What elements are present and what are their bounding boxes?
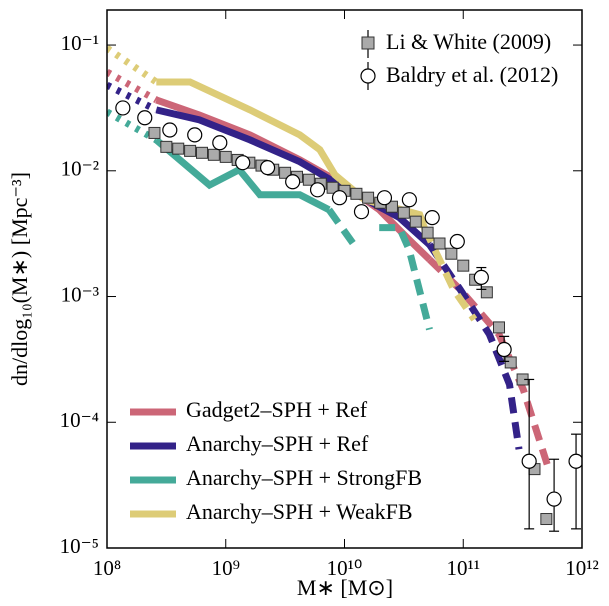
x-tick-label: 10⁸ — [93, 556, 121, 580]
data-square — [207, 148, 220, 161]
data-square — [362, 191, 375, 204]
data-square — [421, 226, 434, 239]
legend-label: Li & White (2009) — [386, 29, 551, 54]
line-dotted — [107, 81, 158, 114]
legend-circle — [360, 68, 376, 84]
data-circle — [235, 155, 251, 171]
data-circle — [162, 122, 178, 138]
x-tick-label: 10¹¹ — [446, 556, 480, 580]
legend-label: Anarchy–SPH + WeakFB — [186, 499, 413, 524]
data-square — [409, 215, 422, 228]
data-square — [172, 142, 185, 155]
legend-label: Baldry et al. (2012) — [386, 62, 558, 87]
data-square — [540, 513, 553, 526]
data-square — [385, 200, 398, 213]
y-tick-label: 10⁻⁵ — [60, 534, 99, 558]
line-dashed — [421, 226, 478, 322]
data-square — [350, 187, 363, 200]
data-circle — [353, 204, 370, 220]
y-tick-label: 10⁻⁴ — [60, 408, 99, 432]
y-tick-label: 10⁻¹ — [61, 31, 99, 55]
y-tick-label: 10⁻² — [61, 157, 99, 181]
data-circle — [309, 182, 326, 198]
data-square — [457, 259, 470, 272]
legend-label: Gadget2–SPH + Ref — [186, 397, 368, 422]
data-circle — [331, 190, 348, 206]
x-tick-label: 10¹² — [565, 556, 599, 580]
data-square — [480, 286, 493, 299]
x-tick-label: 10⁹ — [212, 556, 240, 580]
data-square — [302, 173, 315, 186]
y-axis-label: dn/dlog₁₀(M∗) [Mpc⁻³] — [7, 172, 32, 386]
data-circle — [212, 135, 228, 151]
data-square — [326, 181, 339, 194]
data-square — [219, 150, 232, 163]
data-square — [184, 144, 197, 157]
data-square — [148, 126, 161, 139]
y-tick-label: 10⁻³ — [61, 282, 99, 306]
x-axis-label: M∗ [M⊙] — [297, 575, 393, 600]
plot-area — [107, 45, 582, 532]
legend-points: Li & White (2009) Baldry et al. (2012) — [360, 29, 558, 90]
data-circle — [449, 233, 465, 250]
data-square — [492, 321, 505, 334]
data-circle — [115, 100, 131, 116]
data-square — [504, 356, 517, 369]
legend-label: Anarchy–SPH + Ref — [186, 431, 369, 456]
line-dotted — [107, 108, 159, 143]
data-circle — [376, 190, 393, 206]
data-circle — [546, 491, 562, 507]
x-tick-label: 10¹⁰ — [327, 556, 363, 580]
legend-label: Anarchy–SPH + StrongFB — [186, 465, 422, 490]
data-square — [279, 166, 292, 179]
data-square — [445, 247, 458, 260]
data-circle — [473, 269, 489, 285]
data-square — [160, 140, 173, 153]
line-solid — [154, 137, 331, 213]
data-circle — [137, 110, 153, 126]
data-circle — [568, 453, 582, 469]
data-circle — [187, 127, 203, 143]
data-square — [433, 237, 446, 250]
data-square — [196, 146, 209, 159]
data-square — [397, 206, 410, 219]
data-circle — [424, 210, 440, 226]
data-circle — [285, 174, 301, 190]
line-dotted — [107, 45, 159, 85]
line-dotted — [107, 68, 159, 103]
data-circle — [521, 453, 537, 469]
line-dashed — [326, 207, 433, 331]
legend-square — [361, 36, 375, 50]
data-circle — [259, 160, 276, 176]
data-circle — [401, 192, 418, 208]
data-circle — [496, 341, 512, 358]
